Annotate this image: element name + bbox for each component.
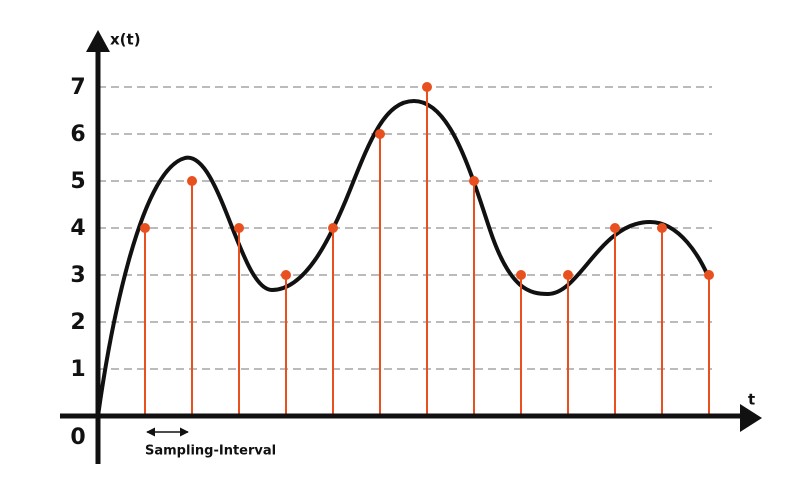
y-axis-arrow bbox=[86, 30, 110, 52]
sample-point bbox=[422, 82, 432, 92]
y-tick-label: 1 bbox=[70, 357, 85, 382]
sample-point bbox=[469, 176, 479, 186]
annotation: Sampling-Interval bbox=[145, 444, 276, 459]
y-tick-label: 2 bbox=[70, 310, 85, 335]
y-tick-label: 5 bbox=[70, 169, 85, 194]
stems bbox=[140, 82, 714, 416]
sample-point bbox=[281, 270, 291, 280]
grid bbox=[98, 86, 712, 370]
sample-point bbox=[375, 129, 385, 139]
y-axis-label: x(t) bbox=[110, 31, 141, 49]
sample-point bbox=[610, 223, 620, 233]
sample-point bbox=[140, 223, 150, 233]
sample-point bbox=[657, 223, 667, 233]
sample-point bbox=[563, 270, 573, 280]
signal-curve bbox=[96, 98, 710, 417]
x-axis-label: t bbox=[748, 391, 755, 409]
sample-point bbox=[234, 223, 244, 233]
y-tick-label: 6 bbox=[70, 122, 85, 147]
y-tick-label: 4 bbox=[70, 216, 85, 241]
y-tick-label: 7 bbox=[70, 75, 85, 100]
sample-point bbox=[704, 270, 714, 280]
y-tick-label: 3 bbox=[70, 263, 85, 288]
sample-point bbox=[328, 223, 338, 233]
sample-point bbox=[187, 176, 197, 186]
sample-point bbox=[516, 270, 526, 280]
x-axis-arrow bbox=[740, 404, 762, 432]
y-tick-label: 0 bbox=[70, 425, 85, 450]
